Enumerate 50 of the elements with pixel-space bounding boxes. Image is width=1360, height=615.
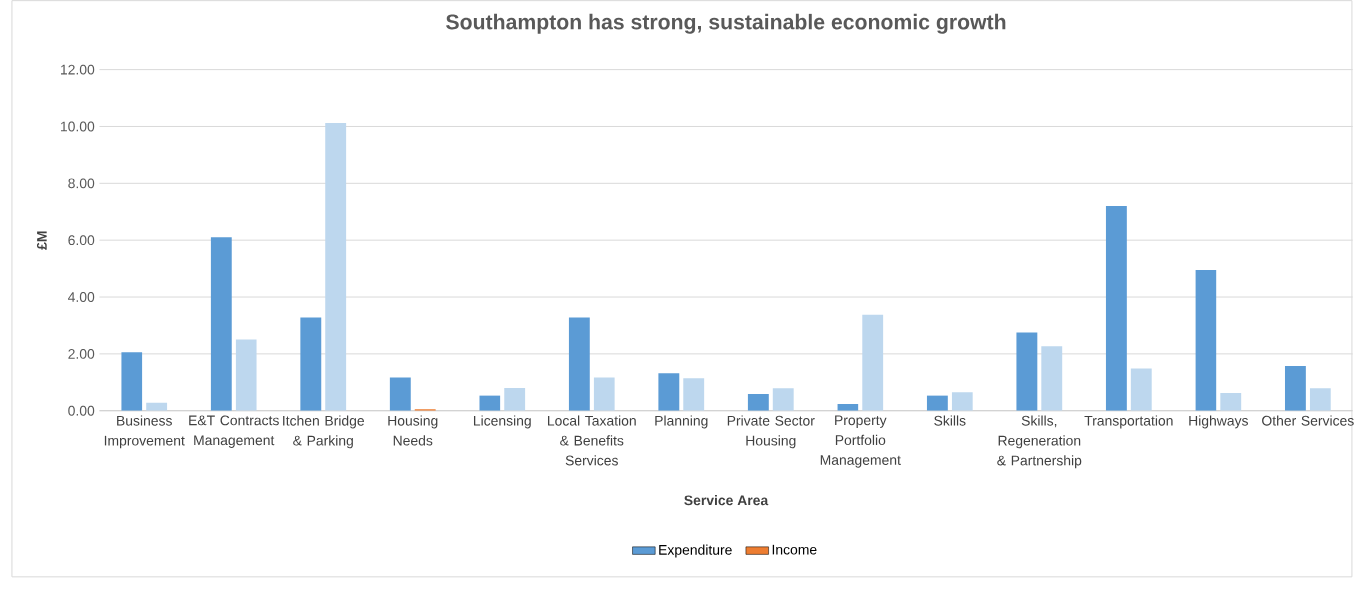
bar [504,388,526,411]
x-tick-label: Planning [655,415,708,429]
bar [862,314,884,411]
x-tick-label: Other Services [1262,415,1354,426]
bar [1220,393,1242,411]
bar [1284,366,1306,411]
y-axis-title: £M [36,231,47,250]
y-tick-label: 8.00 [68,178,95,189]
x-tick-label: Skills, Regeneration & Partnership [997,415,1082,469]
bar [683,378,705,411]
x-tick-label: Housing Needs [388,415,438,446]
chart-title: Southampton has strong, sustainable economic growth [446,14,1006,34]
bar [951,392,973,411]
y-tick-label: 10.00 [61,121,95,132]
x-tick-label: Itchen Bridge & Parking [283,415,365,449]
x-tick-label: Local Taxation & Benefits Services [548,415,636,466]
bar [1130,368,1152,411]
bar [772,388,794,411]
y-tick-label: 4.00 [68,292,95,303]
bar [1041,346,1063,411]
bar [593,377,615,411]
x-tick-label: Property Portfolio Management [820,415,901,468]
y-tick-label: 0.00 [68,406,95,416]
y-tick-label: 12.00 [61,64,95,75]
x-tick-label: Private Sector Housing [727,415,815,449]
bar [121,352,143,411]
x-tick-label: Business Improvement [104,415,185,449]
x-tick-label: E&T Contracts Management [189,415,279,449]
bar [747,394,769,411]
legend-label: Income [772,545,817,555]
bar [1016,332,1038,411]
bar [389,377,411,411]
bar [926,395,948,411]
bar [300,317,322,411]
bar [1195,270,1217,411]
x-tick-label: Skills [934,415,966,426]
bar [325,123,347,411]
bar [210,237,232,411]
bar [568,317,590,411]
y-tick-label: 6.00 [68,235,95,246]
legend-label: Expenditure [659,544,732,558]
bar [1105,206,1127,411]
x-tick-label: Licensing [473,415,531,429]
x-axis-title: Service Area [684,495,769,506]
y-tick-label: 2.00 [68,349,95,360]
x-tick-label: Highways [1189,415,1248,429]
bar [235,339,257,411]
bar [1309,388,1331,411]
bar [658,373,680,411]
x-tick-label: Transportation [1084,415,1173,429]
